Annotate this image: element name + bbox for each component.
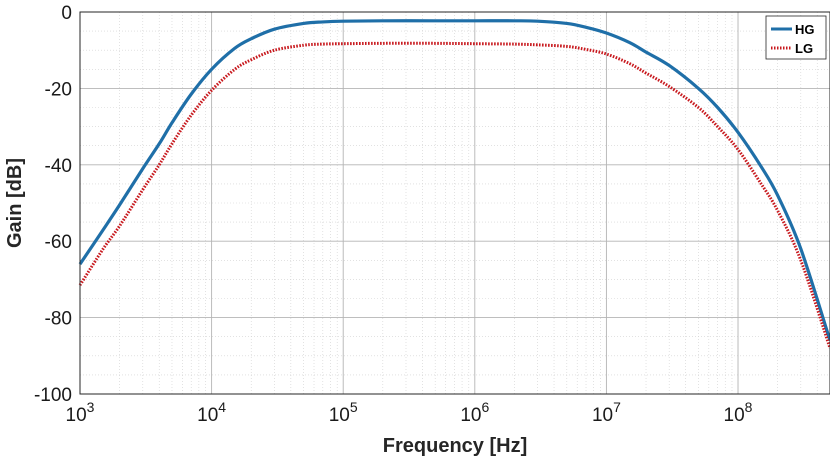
x-tick-base: 10 <box>66 405 87 426</box>
y-tick-labels: 0 -20 -40 -60 -80 -100 <box>34 3 72 406</box>
x-tick-labels: 103 104 105 106 107 108 <box>66 399 753 426</box>
x-tick-label: 108 <box>724 399 753 426</box>
y-axis-label: Gain [dB] <box>4 158 26 248</box>
x-tick-label: 106 <box>460 399 489 426</box>
x-tick-exponent: 5 <box>350 399 358 415</box>
y-tick-label: -60 <box>45 232 72 253</box>
x-tick-label: 103 <box>66 399 95 426</box>
x-tick-base: 10 <box>724 405 745 426</box>
x-tick-exponent: 7 <box>613 399 621 415</box>
x-tick-label: 104 <box>197 399 226 426</box>
legend-label-lg: LG <box>795 41 813 56</box>
x-tick-label: 107 <box>592 399 621 426</box>
y-tick-label: -40 <box>45 156 72 177</box>
x-tick-exponent: 6 <box>481 399 489 415</box>
legend-label-hg: HG <box>795 22 815 37</box>
y-tick-label: -20 <box>45 79 72 100</box>
series-line-lg <box>78 41 830 349</box>
x-tick-label: 105 <box>329 399 358 426</box>
x-tick-base: 10 <box>197 405 218 426</box>
x-tick-base: 10 <box>460 405 481 426</box>
plot-frame <box>79 11 830 395</box>
y-tick-label: 0 <box>61 3 72 24</box>
minor-grid <box>80 12 830 394</box>
series-line-hg <box>78 19 830 342</box>
x-tick-exponent: 4 <box>218 399 226 415</box>
x-tick-exponent: 8 <box>745 399 753 415</box>
legend-box <box>765 15 827 60</box>
x-tick-base: 10 <box>329 405 350 426</box>
y-tick-label: -80 <box>45 309 72 330</box>
series-layer <box>78 19 830 349</box>
legend: HG LG <box>765 15 827 60</box>
x-tick-base: 10 <box>592 405 613 426</box>
x-axis-label: Frequency [Hz] <box>383 435 527 457</box>
x-tick-exponent: 3 <box>87 399 95 415</box>
y-tick-label: -100 <box>34 385 72 406</box>
